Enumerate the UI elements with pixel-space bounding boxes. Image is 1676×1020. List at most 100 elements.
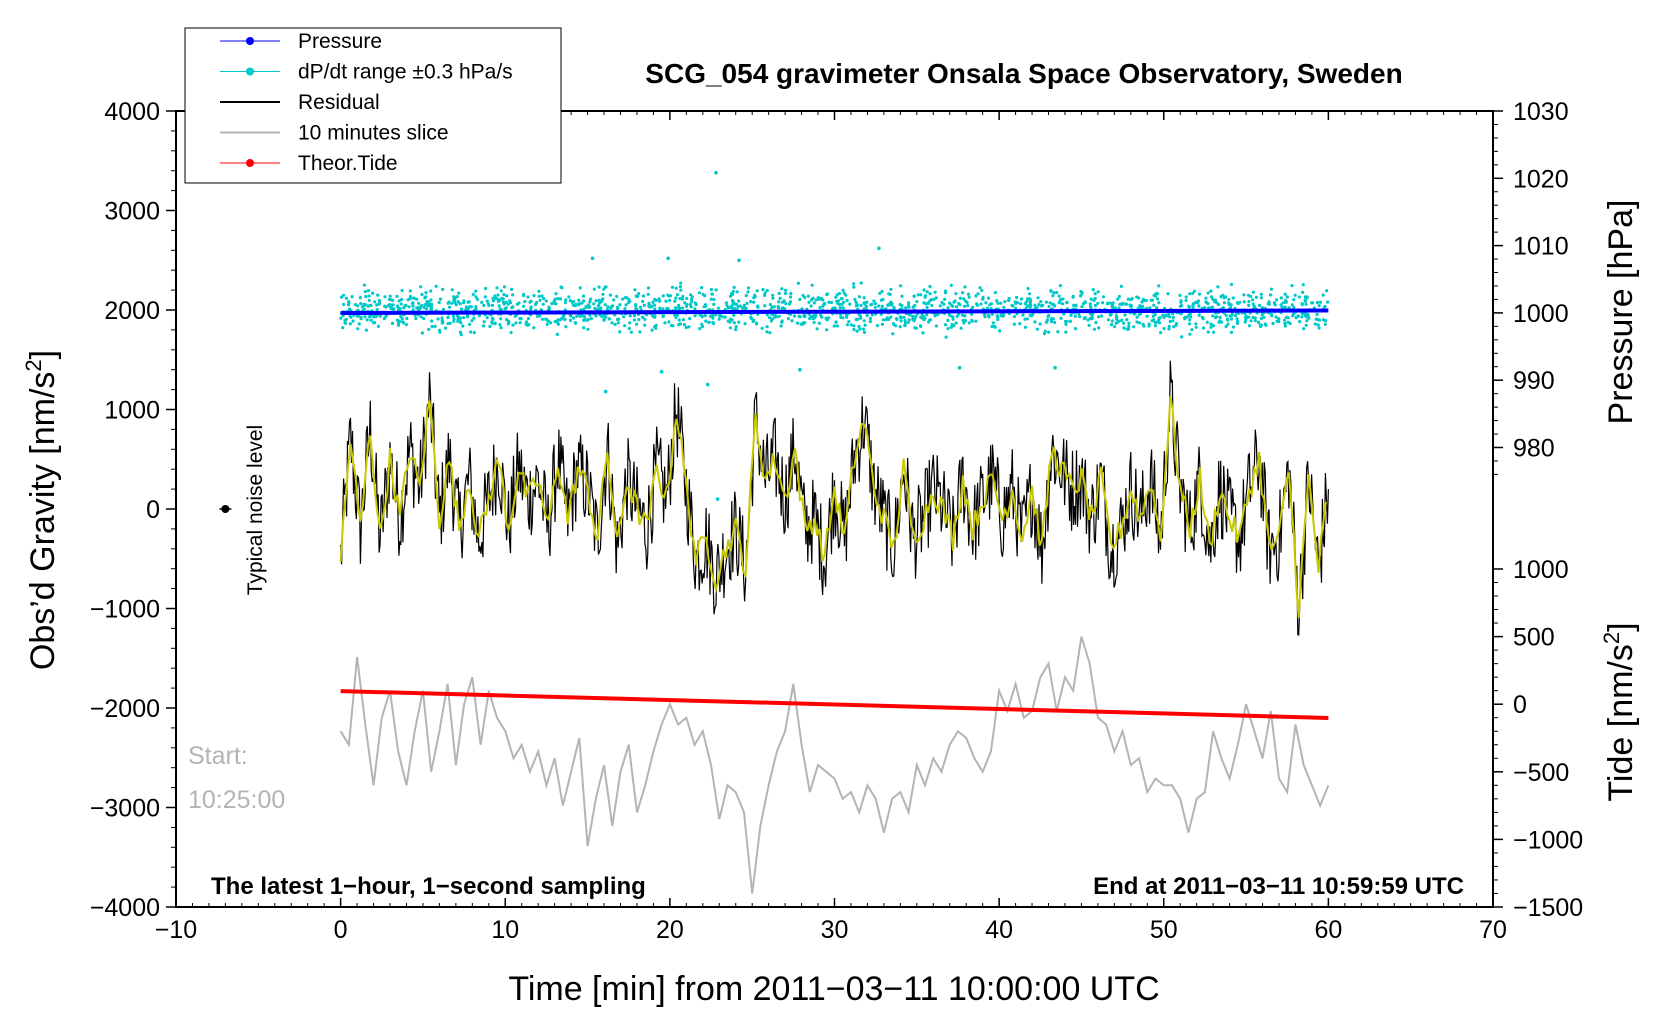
dpdt-dot	[362, 302, 366, 306]
tide-axis-title: Tide [nm/s2]	[1599, 622, 1640, 801]
dpdt-dot	[1157, 301, 1161, 305]
dpdt-dot	[738, 304, 742, 308]
dpdt-dot	[786, 317, 791, 321]
dpdt-dot	[558, 297, 563, 301]
dpdt-dot	[914, 326, 919, 330]
dpdt-dot	[698, 313, 702, 317]
dpdt-dot	[1286, 316, 1290, 320]
dpdt-dot	[821, 304, 825, 308]
dpdt-dot	[411, 304, 415, 308]
dpdt-dot	[540, 317, 545, 321]
dpdt-dot	[841, 316, 845, 320]
tide-axis-title-sup: 2	[1599, 632, 1624, 644]
dpdt-dot	[587, 305, 591, 309]
dpdt-dot	[547, 319, 551, 323]
dpdt-dot	[1267, 302, 1271, 306]
dpdt-dot	[859, 281, 863, 285]
dpdt-dot	[438, 330, 442, 334]
dpdt-dot	[350, 295, 354, 299]
dpdt-dot	[485, 316, 489, 320]
dpdt-dot	[718, 314, 722, 318]
dpdt-dot	[663, 321, 667, 325]
dpdt-dot	[1211, 324, 1216, 328]
dpdt-dot	[628, 314, 632, 318]
dpdt-dot	[1229, 317, 1234, 321]
dpdt-dot	[674, 296, 678, 300]
dpdt-dot	[803, 315, 807, 319]
dpdt-dot	[790, 319, 794, 323]
dpdt-dot	[1187, 305, 1191, 309]
dpdt-dot	[511, 323, 515, 327]
dpdt-dot	[1100, 314, 1104, 318]
dpdt-dot	[726, 306, 731, 310]
dpdt-dot	[1113, 325, 1117, 329]
dpdt-dot	[1317, 326, 1321, 330]
dpdt-dot	[666, 256, 670, 261]
dpdt-dot	[778, 296, 782, 300]
dpdt-dot	[580, 301, 584, 305]
dpdt-dot	[801, 322, 805, 326]
dpdt-dot	[1222, 301, 1227, 305]
dpdt-dot	[519, 317, 523, 321]
dpdt-dot	[1015, 295, 1019, 300]
dpdt-dot	[841, 306, 845, 310]
dpdt-dot	[339, 295, 344, 299]
dpdt-dot	[1039, 300, 1043, 304]
legend-marker	[246, 37, 254, 45]
dpdt-dot	[1210, 305, 1214, 309]
dpdt-dot	[458, 316, 462, 321]
dpdt-dot	[564, 325, 568, 329]
dpdt-dot	[427, 327, 431, 331]
dpdt-dot	[638, 330, 642, 334]
dpdt-dot	[598, 301, 602, 305]
dpdt-dot	[845, 323, 850, 327]
dpdt-dot	[1231, 296, 1235, 300]
dpdt-dot	[1283, 321, 1287, 326]
dpdt-dot	[461, 324, 465, 328]
dpdt-dot	[840, 297, 844, 301]
dpdt-dot	[1188, 332, 1192, 336]
dpdt-dot	[734, 325, 738, 329]
dpdt-dot	[675, 293, 680, 297]
dpdt-dot	[653, 307, 657, 311]
dpdt-dot	[903, 319, 907, 323]
dpdt-dot	[984, 301, 988, 305]
dpdt-dot	[1050, 319, 1054, 324]
dpdt-dot	[661, 314, 665, 319]
dpdt-dot	[979, 302, 983, 306]
dpdt-dot	[388, 303, 392, 307]
dpdt-dot	[891, 332, 895, 336]
dpdt-dot	[1155, 292, 1160, 296]
dpdt-dot	[915, 300, 919, 304]
dpdt-dot	[680, 297, 685, 301]
dpdt-dot	[1150, 319, 1154, 323]
dpdt-dot	[765, 330, 769, 334]
dpdt-dot	[1211, 330, 1216, 334]
dpdt-dot	[643, 317, 647, 321]
dpdt-dot	[1211, 314, 1215, 318]
dpdt-dot	[783, 291, 788, 295]
dpdt-dot	[907, 318, 911, 322]
dpdt-dot	[597, 298, 601, 302]
dpdt-dot	[437, 300, 441, 305]
dpdt-dot	[553, 297, 557, 301]
dpdt-dot	[418, 307, 422, 311]
dpdt-dot	[1097, 315, 1101, 319]
dpdt-dot	[1057, 294, 1061, 298]
dpdt-dot	[703, 314, 707, 318]
dpdt-dot	[914, 314, 918, 318]
dpdt-dot	[606, 305, 610, 309]
dpdt-dot	[1058, 284, 1062, 288]
dpdt-dot	[375, 303, 379, 307]
dpdt-dot	[963, 314, 967, 318]
dpdt-dot	[586, 327, 590, 331]
left-tick-label: 0	[146, 496, 160, 524]
dpdt-dot	[885, 316, 889, 320]
dpdt-dot	[348, 314, 352, 318]
pressure-tick-label: 980	[1513, 435, 1555, 463]
dpdt-dot	[486, 302, 490, 306]
dpdt-dot	[744, 294, 748, 298]
dpdt-dot	[411, 296, 416, 300]
dpdt-dot	[812, 301, 816, 305]
dpdt-dot	[1292, 298, 1296, 302]
